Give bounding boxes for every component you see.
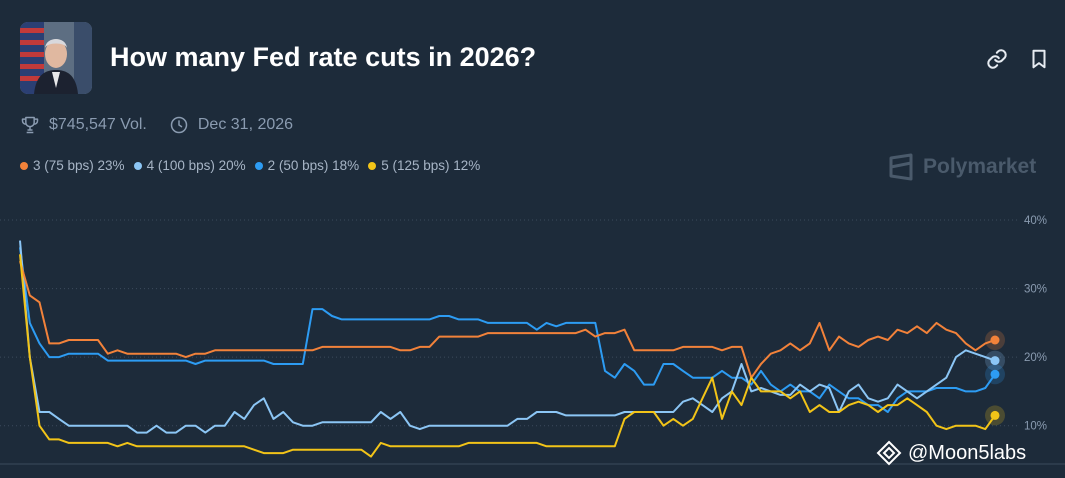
clock-icon xyxy=(169,115,189,135)
legend-label: 3 (75 bps) 23% xyxy=(33,158,125,173)
legend-item: 3 (75 bps) 23% xyxy=(20,158,125,173)
y-tick-label: 30% xyxy=(1024,284,1047,296)
series-line xyxy=(20,247,995,412)
chart-legend: 3 (75 bps) 23% 4 (100 bps) 20% 2 (50 bps… xyxy=(20,158,489,173)
watermark: @Moon5labs xyxy=(876,440,1026,466)
series-end-point xyxy=(991,336,1000,345)
brand-label: Polymarket xyxy=(923,155,1036,179)
watermark-text: @Moon5labs xyxy=(908,442,1026,465)
bookmark-icon[interactable] xyxy=(1028,48,1050,70)
trophy-icon xyxy=(20,115,40,135)
legend-item: 4 (100 bps) 20% xyxy=(134,158,246,173)
legend-item: 5 (125 bps) 12% xyxy=(368,158,480,173)
market-meta: $745,547 Vol. Dec 31, 2026 xyxy=(20,114,293,136)
legend-dot xyxy=(134,162,142,170)
y-tick-label: 10% xyxy=(1024,421,1047,433)
series-end-point xyxy=(991,411,1000,420)
legend-item: 2 (50 bps) 18% xyxy=(255,158,360,173)
legend-dot xyxy=(255,162,263,170)
volume-label: $745,547 Vol. xyxy=(49,116,147,134)
legend-dot xyxy=(20,162,28,170)
binance-square-icon xyxy=(876,440,902,466)
legend-label: 5 (125 bps) 12% xyxy=(381,158,480,173)
link-icon[interactable] xyxy=(986,48,1008,70)
y-tick-label: 20% xyxy=(1024,352,1047,364)
market-avatar xyxy=(20,22,92,94)
series-end-point xyxy=(991,356,1000,365)
polymarket-logo-icon xyxy=(888,153,914,181)
series-end-point xyxy=(991,370,1000,379)
polymarket-brand: Polymarket xyxy=(888,153,1036,181)
legend-label: 4 (100 bps) 20% xyxy=(147,158,246,173)
series-line xyxy=(20,241,995,433)
legend-dot xyxy=(368,162,376,170)
price-chart: 10% 20% 30% 40% xyxy=(0,200,1065,478)
market-title: How many Fed rate cuts in 2026? xyxy=(110,42,536,73)
end-date-label: Dec 31, 2026 xyxy=(198,116,293,134)
y-tick-label: 40% xyxy=(1024,215,1047,227)
legend-label: 2 (50 bps) 18% xyxy=(268,158,360,173)
